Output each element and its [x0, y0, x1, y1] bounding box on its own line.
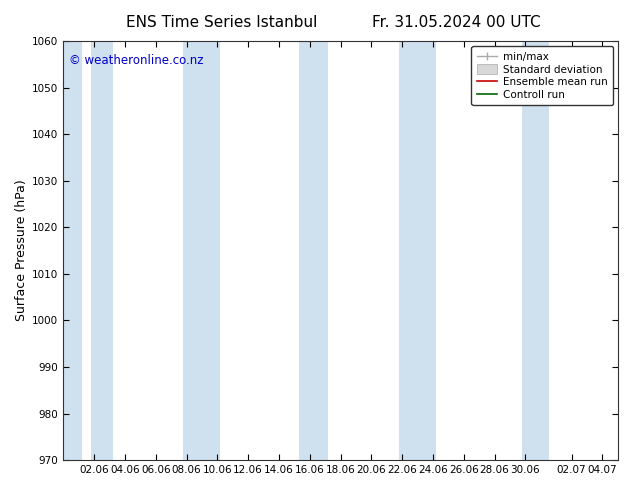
Text: ENS Time Series Istanbul: ENS Time Series Istanbul [126, 15, 318, 30]
Legend: min/max, Standard deviation, Ensemble mean run, Controll run: min/max, Standard deviation, Ensemble me… [472, 46, 612, 105]
Bar [63, 41, 82, 460]
Bar [399, 41, 436, 460]
Text: Fr. 31.05.2024 00 UTC: Fr. 31.05.2024 00 UTC [372, 15, 541, 30]
Bar [183, 41, 221, 460]
Y-axis label: Surface Pressure (hPa): Surface Pressure (hPa) [15, 180, 28, 321]
Bar [522, 41, 548, 460]
Bar [91, 41, 113, 460]
Bar [299, 41, 328, 460]
Text: © weatheronline.co.nz: © weatheronline.co.nz [69, 53, 204, 67]
